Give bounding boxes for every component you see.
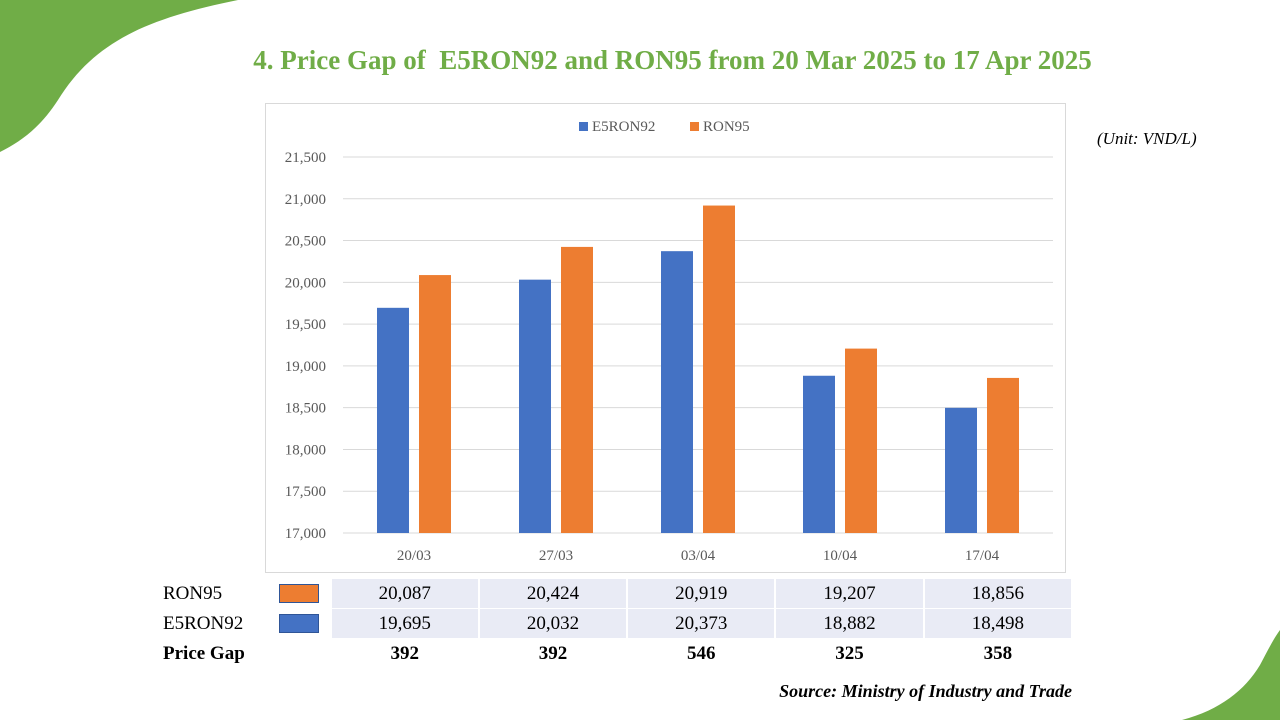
table-cell: 18,856	[923, 579, 1074, 609]
y-tick-label: 20,500	[285, 234, 326, 250]
legend-key-cell	[273, 579, 332, 609]
table-cell: 392	[478, 638, 629, 669]
table-cell: 358	[923, 638, 1074, 669]
bar-e5ron92-1	[519, 279, 551, 533]
table-cell: 19,695	[330, 608, 480, 639]
bar-chart: 17,000 17,500 18,000 18,500 19,000 19,500 20,0…	[285, 119, 1053, 564]
row-label: E5RON92	[163, 608, 275, 639]
bar-ron95-1	[561, 246, 593, 534]
table-cell: 20,032	[478, 608, 629, 639]
x-tick-label: 10/04	[823, 548, 858, 564]
row-label: Price Gap	[163, 638, 275, 669]
x-tick-label: 03/04	[681, 548, 716, 564]
legend-key-ron95	[278, 584, 319, 603]
table-cell: 20,919	[627, 579, 777, 609]
bar-e5ron92-4	[945, 407, 977, 533]
y-tick-label: 17,500	[285, 484, 326, 500]
bar-e5ron92-2	[661, 251, 693, 533]
legend-key-cell	[273, 638, 332, 669]
table-cell: 20,373	[627, 608, 777, 639]
corner-leaf-bottom-right	[1182, 630, 1280, 720]
y-tick-label: 19,000	[285, 359, 326, 375]
x-tick-label: 27/03	[539, 548, 573, 564]
source-note: Source: Ministry of Industry and Trade	[779, 681, 1072, 701]
chart-area: 17,000 17,500 18,000 18,500 19,000 19,500 20,0…	[265, 103, 1066, 573]
table-cell: 325	[775, 638, 925, 669]
data-table: RON95 20,087 20,424 20,919 19,207 18,856 E5RON…	[163, 579, 1074, 669]
corner-leaf-top-left	[0, 0, 238, 152]
legend-label: E5RON92	[592, 119, 655, 135]
table-cell: 20,087	[330, 579, 480, 609]
legend-swatch-ron95	[690, 122, 699, 131]
y-tick-label: 21,000	[285, 192, 326, 208]
x-tick-label: 20/03	[397, 548, 431, 564]
y-tick-label: 20,000	[285, 275, 326, 291]
bar-ron95-3	[845, 348, 877, 533]
legend-key-cell	[273, 608, 332, 639]
bar-ron95-2	[703, 205, 735, 533]
table-cell: 392	[330, 638, 480, 669]
legend-label: RON95	[703, 119, 750, 135]
page-title: 4. Price Gap of E5RON92 and RON95 from 2…	[253, 45, 1092, 75]
y-tick-label: 21,500	[285, 150, 326, 166]
y-tick-label: 17,000	[285, 526, 326, 542]
x-tick-label: 17/04	[965, 548, 1000, 564]
table-row: RON95 20,087 20,424 20,919 19,207 18,856	[163, 579, 1074, 609]
table-cell: 20,424	[478, 579, 629, 609]
y-tick-label: 18,000	[285, 442, 326, 458]
legend-swatch-e5ron92	[579, 122, 588, 131]
table-cell: 546	[627, 638, 777, 669]
y-tick-label: 18,500	[285, 401, 326, 417]
legend-key-e5ron92	[278, 614, 319, 633]
table-cell: 18,882	[775, 608, 925, 639]
bar-ron95-0	[419, 275, 451, 533]
row-label: RON95	[163, 579, 275, 609]
table-cell: 18,498	[923, 608, 1074, 639]
table-row: Price Gap 392 392 546 325 358	[163, 638, 1074, 669]
y-tick-label: 19,500	[285, 317, 326, 333]
table-row: E5RON92 19,695 20,032 20,373 18,882 18,498	[163, 608, 1074, 639]
bar-e5ron92-0	[377, 307, 409, 533]
bar-e5ron92-3	[803, 375, 835, 533]
table-cell: 19,207	[775, 579, 925, 609]
unit-label: (Unit: VND/L)	[1097, 129, 1197, 148]
bar-ron95-4	[987, 377, 1019, 533]
